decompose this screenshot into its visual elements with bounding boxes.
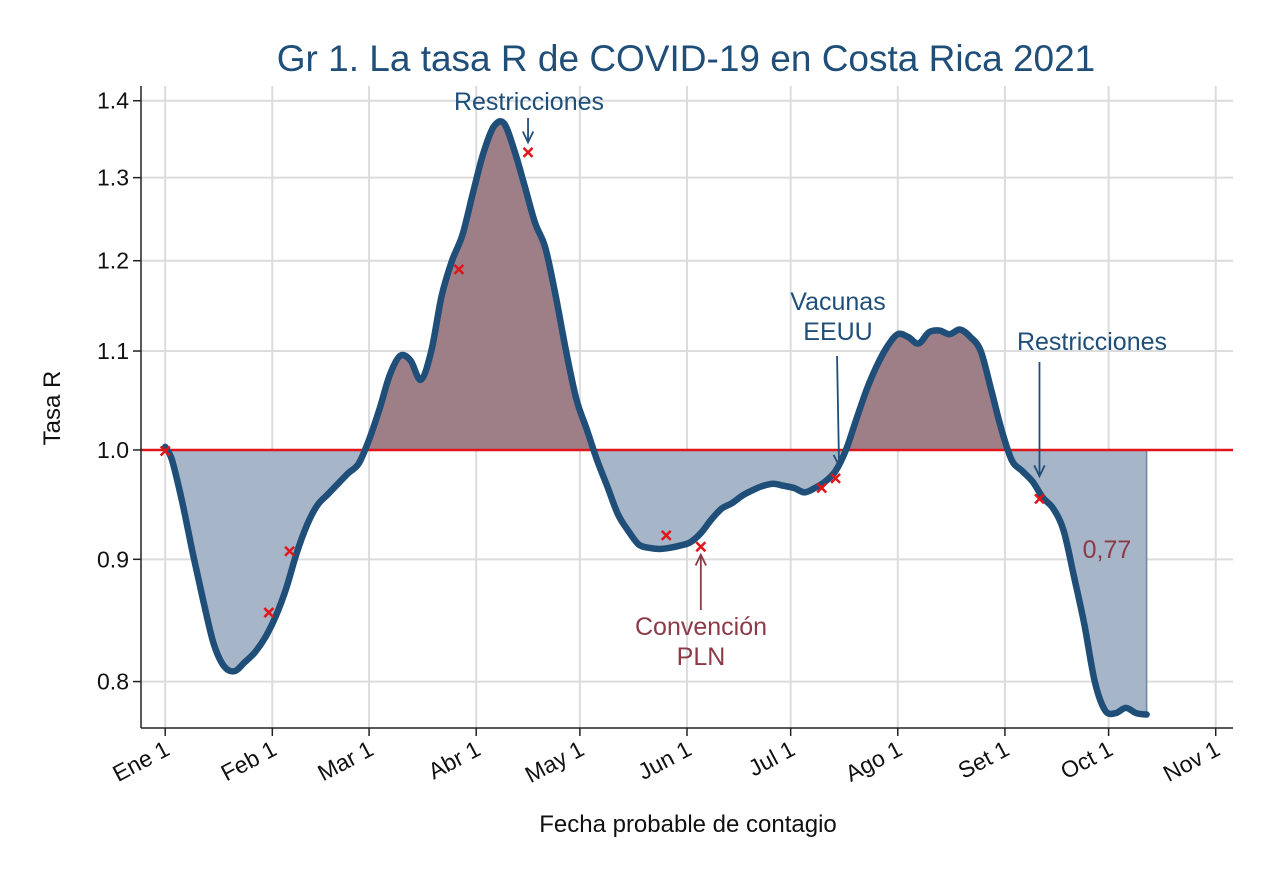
data-marker-6 — [695, 541, 707, 553]
y-tick-label-0: 0.8 — [97, 669, 129, 695]
x-tick-label-10: Nov 1 — [1159, 735, 1224, 786]
x-tick-label-1: Feb 1 — [217, 735, 281, 786]
marker-stroke — [660, 529, 672, 541]
y-tick-label-5: 1.3 — [97, 165, 129, 191]
marker-stroke — [284, 545, 295, 557]
arrow-vacunas-eeuu-head — [832, 454, 845, 468]
data-marker-4 — [522, 147, 534, 158]
x-tick-label-9: Oct 1 — [1056, 735, 1117, 784]
annotation-restricciones-september: Restricciones — [1017, 328, 1167, 356]
arrow-restricciones-september-head — [1033, 465, 1046, 479]
marker-stroke — [453, 264, 465, 275]
x-tick-label-2: Mar 1 — [313, 735, 377, 786]
annotation-convencion-pln-line1: Convención — [635, 613, 767, 641]
data-marker-5 — [660, 529, 672, 541]
arrow-vacunas-eeuu — [832, 355, 845, 468]
annotation-last-value: 0,77 — [1083, 536, 1132, 564]
marker-stroke — [695, 541, 707, 553]
marker-stroke — [1034, 493, 1045, 505]
x-axis-title: Fecha probable de contagio — [539, 811, 837, 838]
x-tick-label-8: Set 1 — [954, 735, 1014, 783]
data-marker-3 — [453, 264, 465, 275]
x-tick-label-3: Abr 1 — [424, 735, 485, 784]
data-marker-9 — [1034, 493, 1045, 505]
marker-stroke — [816, 482, 828, 494]
series-line — [161, 118, 1150, 718]
area-below-reference — [165, 449, 1147, 715]
y-tick-label-6: 1.4 — [97, 88, 129, 114]
marker-stroke — [159, 445, 171, 457]
annotation-vacunas-eeuu-line2: EEUU — [803, 318, 872, 346]
marker-stroke — [522, 147, 534, 158]
chart-title: Gr 1. La tasa R de COVID-19 en Costa Ric… — [277, 38, 1096, 79]
x-tick-label-5: Jun 1 — [633, 735, 695, 784]
data-marker-8 — [830, 472, 841, 484]
y-tick-label-4: 1.2 — [97, 248, 129, 274]
marker-stroke — [830, 472, 841, 484]
x-tick-label-6: Jul 1 — [744, 735, 799, 781]
annotation-restricciones-april: Restricciones — [454, 88, 604, 116]
data-marker-1 — [263, 607, 275, 618]
y-tick-label-3: 1.1 — [97, 338, 129, 364]
y-tick-label-1: 0.9 — [97, 546, 129, 572]
annotation-convencion-pln-line2: PLN — [677, 643, 726, 671]
x-tick-label-7: Ago 1 — [841, 735, 906, 786]
arrow-restricciones-september — [1033, 362, 1046, 479]
marker-stroke — [263, 607, 275, 618]
y-tick-label-2: 1.0 — [97, 437, 129, 463]
x-tick-label-4: May 1 — [521, 735, 589, 787]
y-axis-title: Tasa R — [39, 371, 66, 446]
x-tick-label-0: Ene 1 — [108, 735, 173, 786]
arrow-restricciones-april-head — [522, 131, 535, 145]
arrow-vacunas-eeuu-shaft — [836, 355, 840, 466]
arrow-convencion-pln-head — [694, 552, 707, 566]
data-marker-0 — [159, 445, 171, 457]
area-above-reference — [165, 121, 1008, 450]
data-marker-7 — [816, 482, 828, 494]
annotation-vacunas-eeuu-line1: Vacunas — [790, 288, 885, 316]
arrow-restricciones-april — [522, 118, 535, 145]
data-marker-2 — [284, 545, 295, 557]
arrow-convencion-pln — [694, 552, 707, 610]
